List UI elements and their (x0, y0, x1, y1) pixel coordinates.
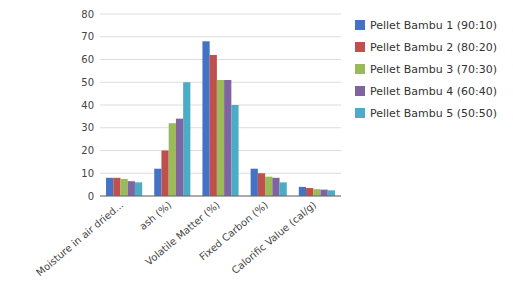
legend-label: Pellet Bambu 3 (70:30) (370, 63, 497, 76)
bar (169, 123, 176, 196)
y-tick-label: 10 (81, 168, 94, 179)
bar (106, 178, 113, 196)
grid (100, 14, 341, 196)
y-tick-label: 50 (81, 77, 94, 88)
legend: Pellet Bambu 1 (90:10) Pellet Bambu 2 (80… (355, 19, 497, 120)
legend-swatch (355, 20, 365, 30)
grid-line (100, 59, 341, 60)
bar (299, 187, 306, 196)
bars (106, 41, 335, 196)
grid-line (100, 196, 341, 197)
bar (128, 181, 135, 196)
bar (154, 169, 161, 196)
bar (258, 173, 265, 196)
bar (313, 189, 320, 196)
legend-swatch (355, 42, 365, 52)
y-tick-label: 20 (81, 145, 94, 156)
bar (113, 178, 120, 196)
bar (176, 119, 183, 196)
y-tick-label: 60 (81, 54, 94, 65)
chart-container: 0 10 20 30 40 50 60 70 80 Moisture in air dried..… (0, 0, 513, 294)
bar (135, 182, 142, 196)
y-tick-label: 30 (81, 122, 94, 133)
bar (120, 179, 127, 196)
legend-swatch (355, 86, 365, 96)
bar (265, 177, 272, 196)
legend-label: Pellet Bambu 5 (50:50) (370, 107, 497, 120)
x-tick-label: Moisture in air dried... (34, 199, 125, 278)
bar (280, 182, 287, 196)
bar (251, 169, 258, 196)
legend-swatch (355, 64, 365, 74)
bar (328, 190, 335, 196)
legend-label: Pellet Bambu 4 (60:40) (370, 85, 497, 98)
bar (321, 190, 328, 196)
x-tick-label: Calorific Value (cal/g) (230, 199, 319, 276)
bar (217, 80, 224, 196)
bar (183, 82, 190, 196)
bar (224, 80, 231, 196)
bar (210, 55, 217, 196)
y-tick-label: 80 (81, 9, 94, 20)
y-tick-label: 40 (81, 100, 94, 111)
y-tick-label: 70 (81, 31, 94, 42)
chart-svg: 0 10 20 30 40 50 60 70 80 Moisture in air dried..… (0, 0, 513, 294)
legend-label: Pellet Bambu 2 (80:20) (370, 41, 497, 54)
legend-swatch (355, 108, 365, 118)
bar (231, 105, 238, 196)
x-axis-line (100, 196, 341, 197)
bar (202, 41, 209, 196)
bar (272, 178, 279, 196)
legend-label: Pellet Bambu 1 (90:10) (370, 19, 497, 32)
grid-line (100, 36, 341, 37)
grid-line (100, 14, 341, 15)
x-tick-label: ash (%) (137, 199, 173, 232)
bar (306, 188, 313, 196)
y-tick-label: 0 (88, 191, 94, 202)
bar (161, 151, 168, 197)
